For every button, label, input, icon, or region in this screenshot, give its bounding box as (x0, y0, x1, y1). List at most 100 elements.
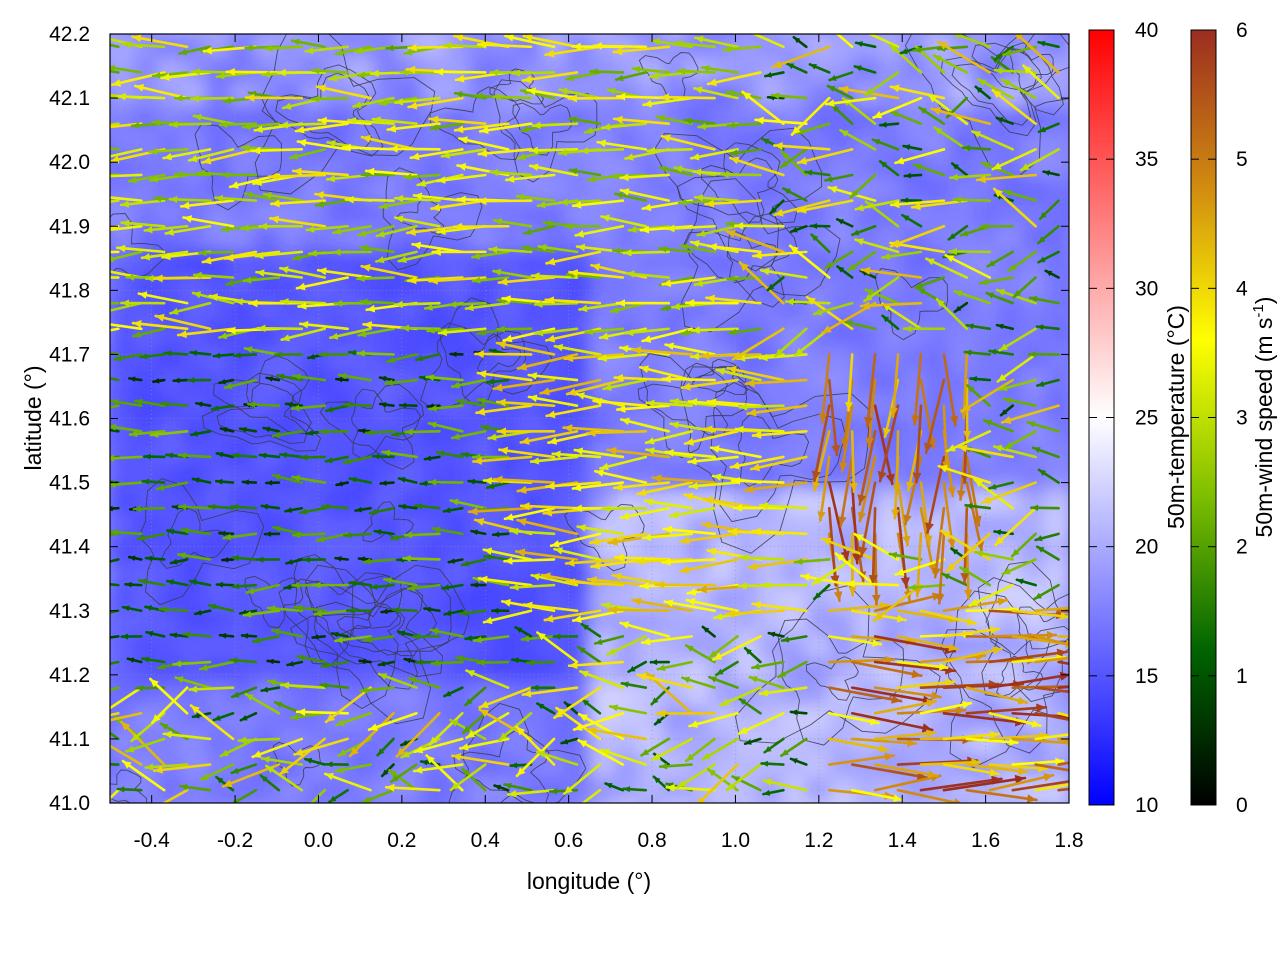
temperature-cell (1046, 298, 1069, 323)
temperature-cell (662, 82, 687, 107)
wind-vector (762, 778, 808, 792)
wind-vector (729, 455, 785, 470)
wind-vector (724, 609, 785, 618)
wind-vector (256, 324, 304, 332)
temperature-cell (158, 706, 183, 731)
wind-vector (230, 763, 258, 775)
wind-vector (945, 430, 992, 453)
wind-vector (198, 660, 235, 671)
wind-vector (677, 199, 716, 206)
temperature-cell (422, 466, 447, 491)
temperature-cell (110, 178, 111, 203)
wind-vector (359, 244, 395, 254)
wind-vector (609, 301, 648, 314)
wind-vector (585, 428, 648, 437)
wind-vector (124, 581, 143, 588)
wind-vector (110, 529, 143, 536)
wind-vector (589, 68, 625, 75)
windspeed-colorbar-tick-label: 0 (1236, 794, 1248, 817)
wind-vector (684, 737, 716, 763)
wind-vector (688, 711, 739, 728)
temperature-cell (350, 58, 375, 83)
wind-vector (461, 711, 487, 735)
wind-vector (334, 45, 372, 56)
temperature-cell (1046, 514, 1069, 539)
temperature-cell (446, 250, 471, 275)
wind-vector (182, 215, 235, 228)
wind-vector (567, 660, 625, 670)
temperature-cell (926, 322, 951, 347)
wind-vector (113, 353, 143, 362)
wind-vector (957, 444, 1015, 459)
wind-vector (378, 401, 395, 408)
wind-vector (316, 267, 372, 279)
temperature-cell (614, 130, 639, 155)
wind-vector (319, 682, 349, 689)
wind-vector (278, 121, 327, 129)
temperature-cell (782, 802, 807, 803)
wind-vector (631, 65, 671, 74)
wind-vector (1042, 170, 1060, 177)
wind-vector (580, 622, 602, 638)
wind-vector (673, 40, 716, 49)
temperature-cell (110, 826, 135, 851)
temperature-cell (110, 370, 111, 395)
wind-vector (179, 783, 212, 792)
wind-vector (564, 222, 602, 230)
temperature-cell (446, 466, 471, 491)
wind-vector (344, 195, 395, 204)
wind-vector (988, 773, 1055, 792)
wind-vector (260, 686, 281, 693)
wind-vector (260, 503, 281, 510)
wind-vector (578, 301, 625, 313)
temperature-cell (398, 34, 423, 35)
windspeed-colorbar-tick-label: 5 (1236, 148, 1248, 171)
wind-vector (110, 173, 143, 178)
wind-vector (693, 194, 739, 202)
temperature-cell (566, 730, 591, 755)
wind-vector (268, 215, 327, 228)
wind-vector (600, 214, 648, 228)
wind-vector (785, 62, 808, 74)
wind-vector (165, 579, 189, 587)
wind-vector (218, 378, 235, 385)
wind-vector (668, 506, 716, 519)
wind-vector (332, 224, 372, 235)
contour-line (448, 702, 587, 803)
wind-vector (259, 774, 281, 792)
wind-vector (1057, 711, 1069, 718)
wind-vector (447, 558, 464, 564)
temperature-cell (302, 442, 327, 467)
temperature-cell (158, 202, 183, 227)
wind-vector (394, 96, 441, 106)
wind-vector (734, 425, 785, 434)
wind-vector (110, 423, 143, 433)
y-tick-label: 41.1 (49, 728, 90, 751)
wind-vector (266, 605, 304, 613)
temperature-cell (1046, 466, 1069, 491)
wind-vector (465, 669, 510, 689)
temperature-cell (758, 34, 783, 35)
temperature-cell (158, 634, 183, 659)
temperature-cell (350, 130, 375, 155)
wind-vector (243, 346, 281, 356)
wind-vector (598, 327, 648, 340)
wind-vector (640, 737, 671, 757)
wind-vector (218, 530, 235, 537)
temperature-cell (806, 658, 831, 683)
temperature-cell (830, 34, 855, 35)
wind-vector (968, 583, 1015, 607)
x-tick-label: -0.2 (217, 829, 253, 852)
wind-vector (539, 378, 602, 396)
temperature-cell (782, 754, 807, 779)
wind-vector (659, 93, 716, 102)
wind-vector (263, 531, 281, 537)
temperature-cell (566, 658, 591, 683)
wind-vector (293, 737, 349, 756)
wind-vector (232, 352, 258, 359)
wind-vector (622, 786, 648, 793)
temperature-cell (1022, 34, 1047, 35)
wind-vector (615, 299, 671, 307)
wind-vector (722, 45, 762, 53)
wind-vector (773, 142, 831, 151)
